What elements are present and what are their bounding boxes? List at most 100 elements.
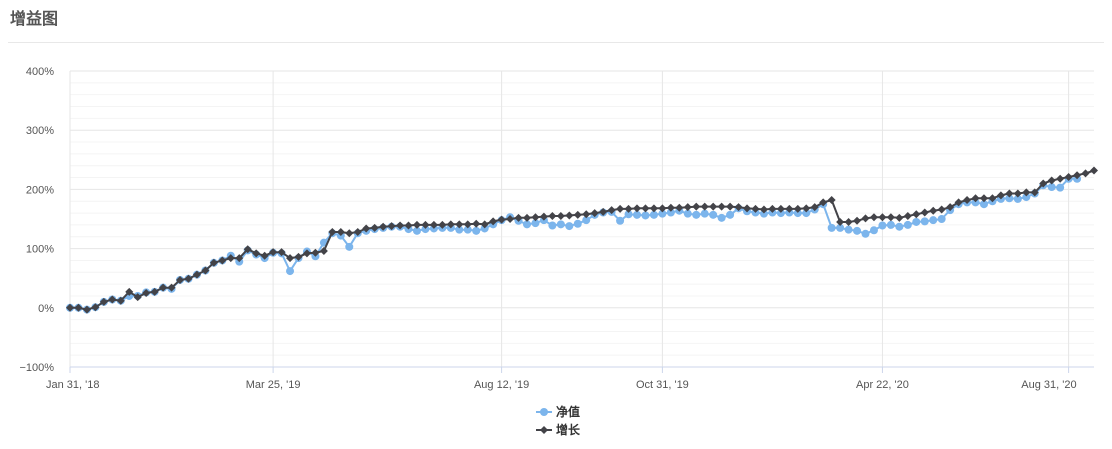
data-point (353, 228, 362, 237)
data-point (903, 220, 912, 229)
data-point (861, 214, 870, 223)
panel-header: 增益图 (0, 0, 1112, 43)
data-point (649, 210, 658, 219)
data-point (1056, 183, 1065, 192)
data-point (412, 220, 421, 229)
legend-item: 净值 (536, 404, 580, 419)
data-point (133, 293, 142, 302)
data-point (1064, 172, 1073, 181)
data-point (1013, 189, 1022, 198)
data-point (243, 245, 252, 254)
x-tick-label: Apr 22, '20 (856, 379, 909, 391)
y-tick-label: 0% (38, 303, 54, 315)
data-point (1005, 189, 1014, 198)
data-point (184, 274, 193, 283)
data-point (920, 208, 929, 217)
data-point (886, 213, 895, 222)
data-point (514, 213, 523, 222)
data-point (463, 220, 472, 229)
data-point (929, 206, 938, 215)
data-point (988, 194, 997, 203)
legend-circle-icon (540, 408, 548, 416)
data-point (455, 225, 464, 234)
data-point (734, 203, 743, 212)
data-point (675, 203, 684, 212)
data-point (472, 226, 481, 235)
data-point (819, 198, 828, 207)
data-point (565, 211, 574, 220)
data-point (768, 204, 777, 213)
data-point (328, 228, 337, 237)
data-point (286, 254, 295, 263)
data-point (726, 210, 735, 219)
data-point (827, 223, 836, 232)
data-point (776, 209, 785, 218)
data-point (421, 220, 430, 229)
data-point (717, 213, 726, 222)
data-point (878, 213, 887, 222)
data-point (802, 204, 811, 213)
data-point (937, 205, 946, 214)
data-point (573, 210, 582, 219)
data-point (971, 194, 980, 203)
data-point (929, 216, 938, 225)
data-point (590, 209, 599, 218)
data-point (345, 242, 354, 251)
x-tick-label: Aug 31, '20 (1021, 379, 1076, 391)
data-point (429, 220, 438, 229)
data-point (294, 252, 303, 261)
data-point (302, 249, 311, 258)
data-point (387, 222, 396, 231)
data-point (438, 220, 447, 229)
data-point (751, 204, 760, 213)
data-point (582, 216, 591, 225)
x-tick-label: Oct 31, '19 (636, 379, 689, 391)
data-point (649, 204, 658, 213)
y-tick-label: 200% (26, 184, 54, 196)
data-point (1047, 176, 1056, 185)
data-point (472, 219, 481, 228)
data-point (446, 220, 455, 229)
data-point (607, 206, 616, 215)
y-tick-label: 400% (26, 66, 54, 78)
data-point (116, 296, 125, 305)
data-point (150, 287, 159, 296)
data-point (74, 303, 83, 312)
data-point (776, 204, 785, 213)
data-point (531, 219, 540, 228)
data-point (920, 217, 929, 226)
data-point (853, 226, 862, 235)
data-point (666, 208, 675, 217)
data-point (683, 209, 692, 218)
data-point (506, 215, 515, 223)
data-point (895, 222, 904, 231)
data-point (963, 196, 972, 205)
data-point (489, 217, 498, 226)
data-point (700, 202, 709, 211)
data-point (573, 219, 582, 228)
y-tick-label: 300% (26, 125, 54, 137)
data-point (869, 213, 878, 222)
data-point (624, 210, 633, 219)
data-point (66, 303, 74, 312)
data-point (979, 200, 988, 209)
data-point (1039, 179, 1048, 188)
data-point (556, 212, 565, 221)
data-point (793, 209, 802, 218)
data-point (912, 210, 921, 219)
data-point (946, 203, 955, 212)
data-point (201, 266, 210, 275)
legend-item: 增长 (536, 422, 581, 437)
y-tick-label: −100% (19, 362, 54, 374)
series-growth (66, 166, 1098, 314)
data-point (878, 221, 887, 230)
data-point (412, 226, 421, 235)
data-point (641, 211, 650, 220)
data-point (633, 210, 642, 219)
data-point (260, 251, 269, 260)
panel-title: 增益图 (10, 9, 59, 28)
data-point (336, 228, 345, 237)
data-point (726, 202, 735, 211)
data-point (666, 203, 675, 212)
